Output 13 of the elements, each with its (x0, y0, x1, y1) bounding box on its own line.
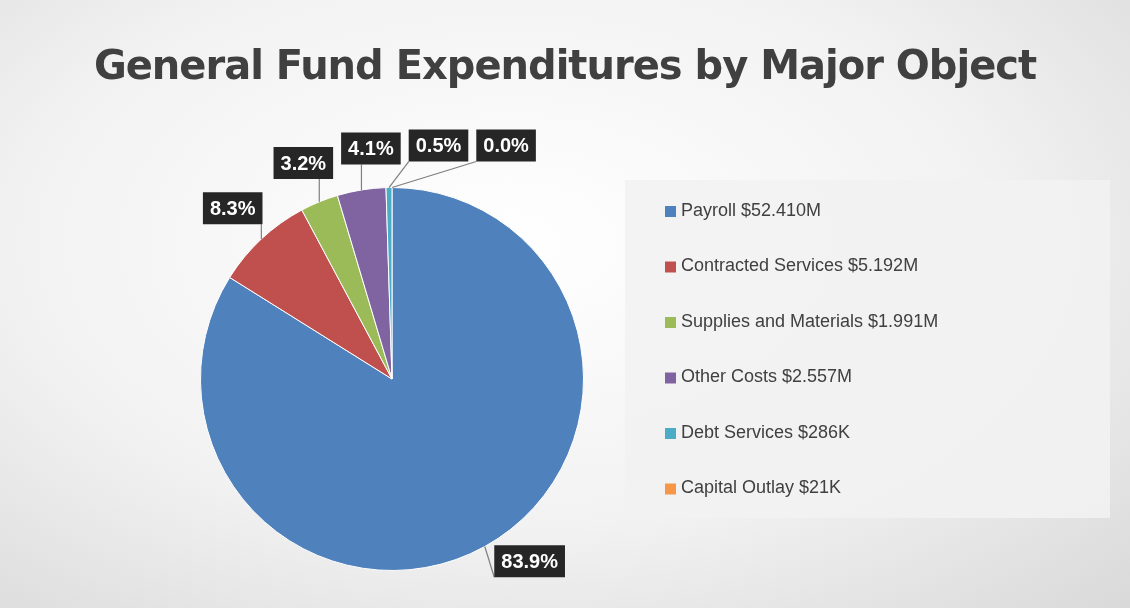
legend-label: Other Costs $2.557M (681, 366, 853, 387)
data-label: 3.2% (280, 151, 327, 174)
text: 0.0% (483, 134, 529, 157)
legend-label: Contracted Services $5.192M (681, 255, 919, 276)
legend-label: Capital Outlay $21K (681, 477, 842, 498)
legend-label: Payroll $52.410M (681, 199, 822, 220)
data-label: 8.3% (209, 196, 256, 219)
chart-title: General Fund Expenditures by Major Object (92, 42, 1038, 88)
data-label: 83.9% (501, 549, 559, 572)
data-label: 4.1% (348, 137, 394, 160)
legend-label: Debt Services $286K (681, 421, 851, 442)
legend-label: Supplies and Materials $1.991M (681, 310, 939, 331)
data-label: 0.5% (415, 134, 462, 157)
